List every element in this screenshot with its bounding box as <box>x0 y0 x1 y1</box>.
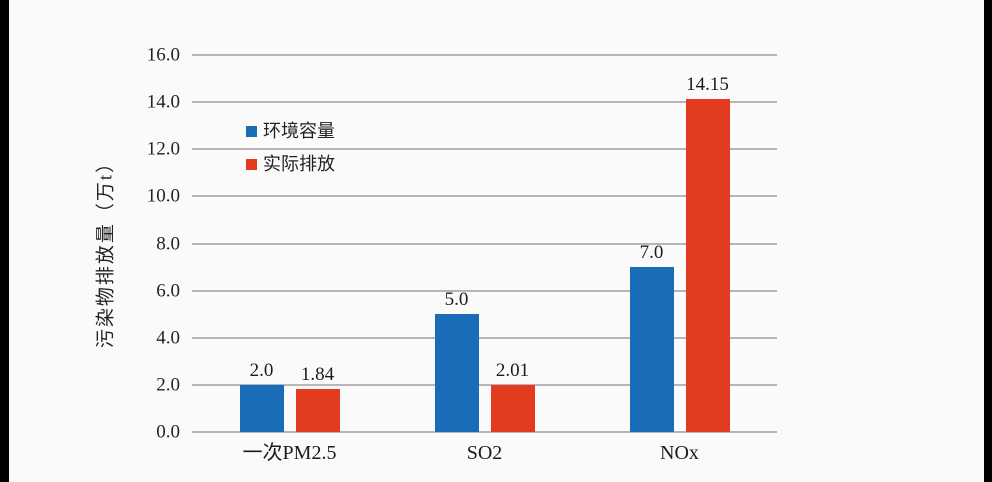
gridline <box>192 195 777 198</box>
bar-value-label: 7.0 <box>639 242 664 264</box>
y-tick-label: 10.0 <box>146 185 180 207</box>
bar-value-label: 2.0 <box>249 359 274 381</box>
bar: 14.15 <box>685 75 730 432</box>
gridline <box>192 431 777 433</box>
bar-value-label: 1.84 <box>300 363 335 385</box>
bar-value-label: 14.15 <box>686 73 729 95</box>
x-category-label: 一次PM2.5 <box>242 442 337 464</box>
plot-area: 2.0 1.84 5.0 2.01 7.0 14.15 <box>192 54 777 433</box>
y-axis-ticks: 0.0 2.0 4.0 6.0 8.0 10.0 12.0 14.0 16.0 <box>98 46 180 442</box>
legend-swatch-capacity <box>246 125 257 137</box>
y-tick-label: 4.0 <box>156 327 180 349</box>
gridline <box>192 242 777 245</box>
left-edge-bar <box>0 0 9 482</box>
gridline <box>192 101 777 104</box>
right-edge-bar <box>984 0 992 482</box>
bar-value-label: 2.01 <box>495 359 530 381</box>
y-tick-label: 6.0 <box>156 280 180 302</box>
bar: 1.84 <box>295 365 340 432</box>
bar: 2.01 <box>490 361 535 432</box>
bar: 2.0 <box>239 361 284 432</box>
bar-value-label: 5.0 <box>444 289 469 311</box>
y-tick-label: 12.0 <box>146 138 180 160</box>
legend-item-capacity: 环境容量 <box>246 120 335 142</box>
y-tick-label: 2.0 <box>156 374 180 396</box>
x-category-label: NOx <box>660 442 699 464</box>
bar-group: 2.0 1.84 <box>192 55 387 432</box>
legend: 环境容量 实际排放 <box>246 120 335 186</box>
y-tick-label: 8.0 <box>156 233 180 254</box>
x-category-label: SO2 <box>466 442 503 464</box>
legend-label-capacity: 环境容量 <box>263 121 335 141</box>
gridline <box>192 336 777 339</box>
bar: 7.0 <box>629 243 674 432</box>
gridline <box>192 289 777 292</box>
bar: 5.0 <box>434 290 479 432</box>
legend-swatch-actual <box>246 158 257 170</box>
bar-group: 7.0 14.15 <box>582 55 777 432</box>
gridline <box>192 383 777 386</box>
y-tick-label: 14.0 <box>146 91 180 113</box>
y-tick-label: 0.0 <box>156 421 180 443</box>
legend-label-actual: 实际排放 <box>263 154 335 174</box>
y-tick-label: 16.0 <box>146 44 180 66</box>
x-axis-labels: 一次PM2.5 SO2 NOx <box>192 441 777 469</box>
gridline <box>192 54 777 56</box>
legend-item-actual: 实际排放 <box>246 153 335 175</box>
gridline <box>192 148 777 151</box>
bar-group: 5.0 2.01 <box>387 55 582 432</box>
